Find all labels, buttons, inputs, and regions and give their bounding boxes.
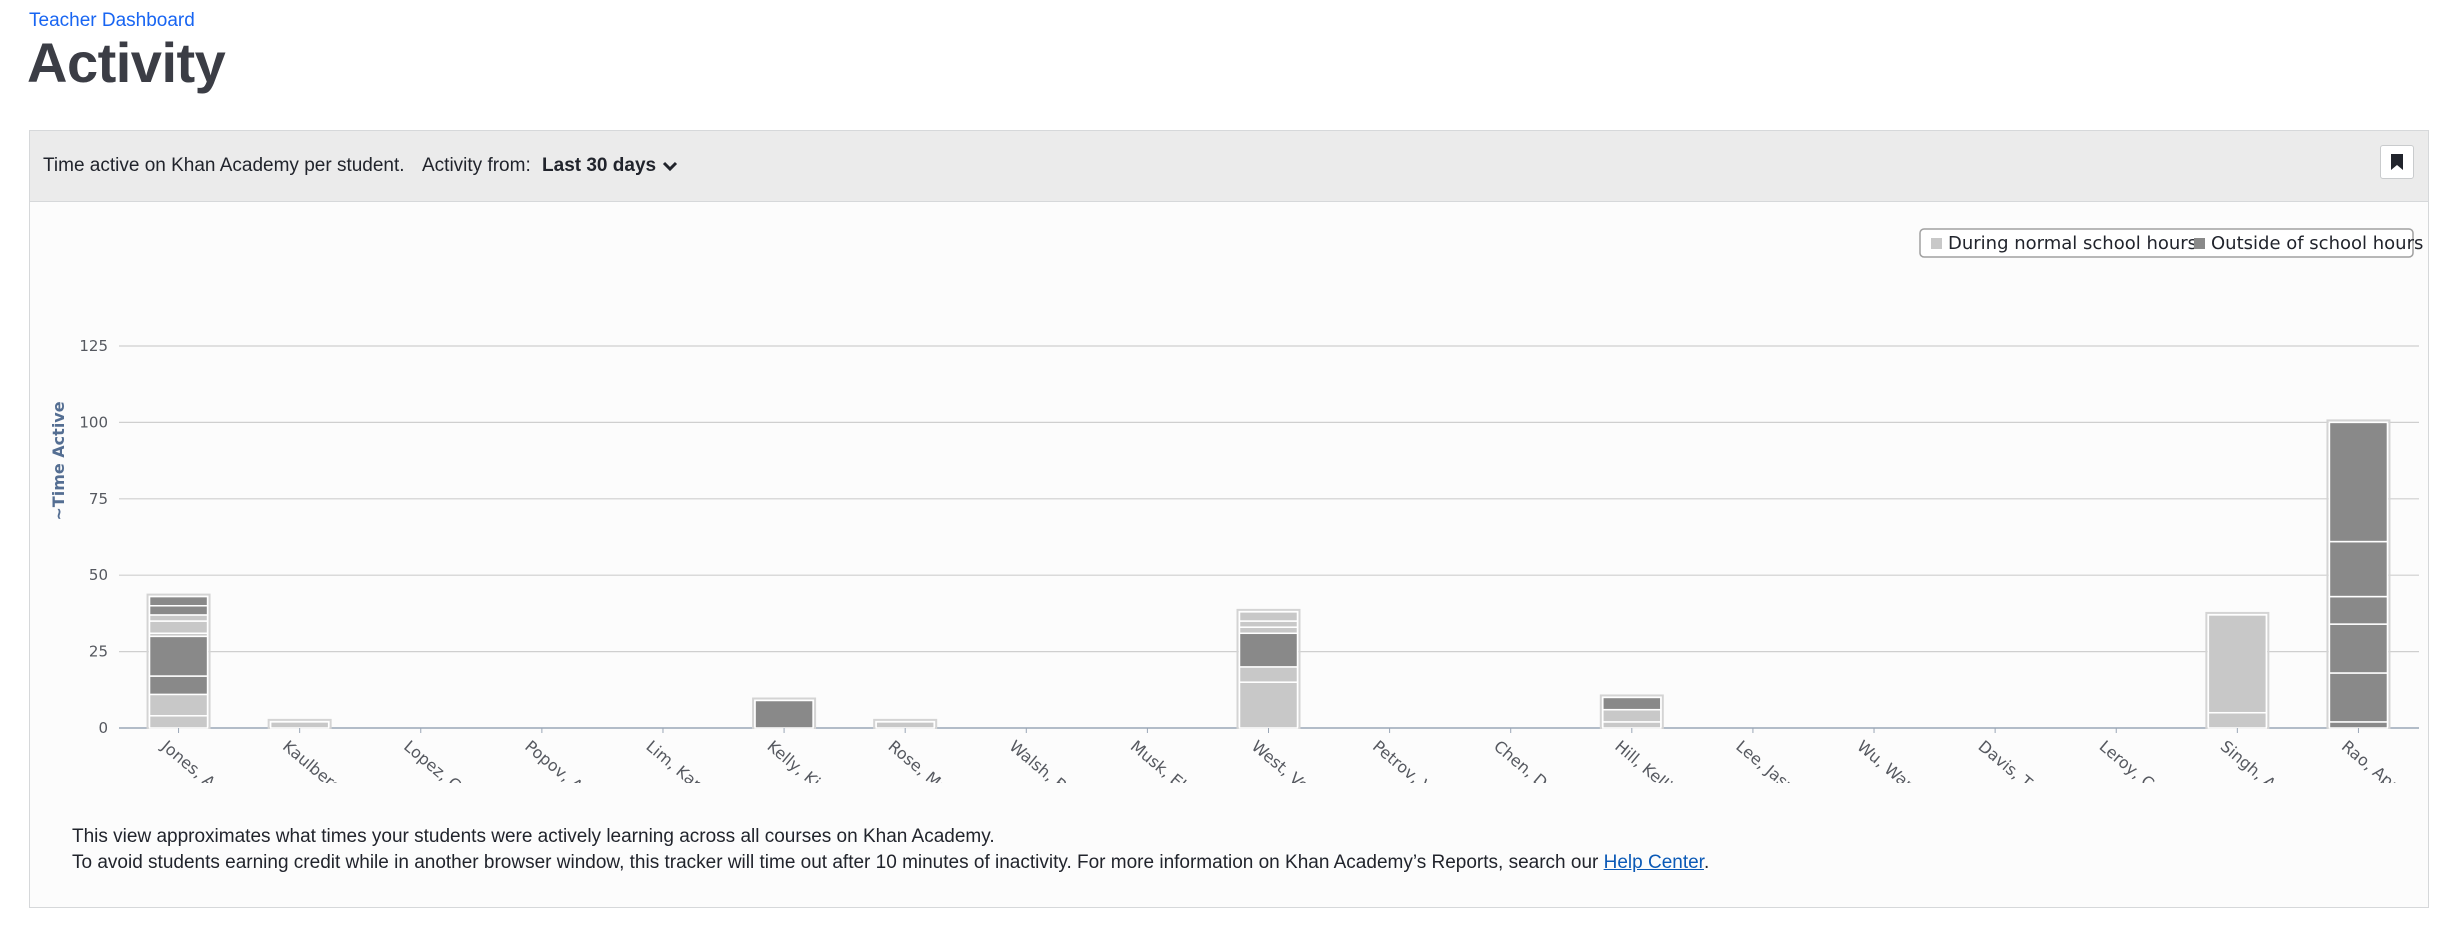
footer-line-2: To avoid students earning credit while i… [72,850,1709,876]
bar-segment [2328,721,2389,729]
y-tick-label: 50 [89,566,108,584]
bar-segment [2328,595,2389,625]
x-tick-label: Walsh, Blair [1006,737,1091,783]
bar-segment [1238,626,1299,635]
x-tick-label: Popov, Alexei [521,737,615,783]
y-axis-label: ~Time Active [49,401,68,520]
x-tick-label: Rao, Aparna [2338,737,2425,783]
legend-label-outside: Outside of school hours [2211,233,2423,254]
activity-range-value: Last 30 days [542,155,657,176]
bar-segment [875,721,935,729]
bar-segment [2328,672,2389,723]
x-tick-label: Davis, Torrance [1975,737,2081,783]
x-tick-label: Jones, Aaliyah [157,736,256,783]
activity-filter-label: Activity from: [422,155,531,176]
footer-line-2-end: . [1703,852,1710,873]
bookmark-icon [2391,154,2403,170]
x-tick-label: Lopez, Carlos Garc... [400,737,538,783]
y-tick-label: 75 [89,490,108,508]
bar-segment [1238,681,1299,729]
footer-notes: This view approximates what times your s… [72,824,1709,876]
x-tick-label: Leroy, Celine [2096,737,2188,783]
bar-segment [2328,623,2389,674]
chevron-down-icon [663,161,678,172]
activity-chart: 0 25 50 75 100 125 Jones, Aaliyah Kaulberg, An… [30,203,2428,857]
page-title: Activity [27,31,226,94]
footer-line-2-text: To avoid students earning credit while i… [72,852,1604,873]
bar-segment [1238,632,1299,668]
bar-segment [2207,711,2268,729]
bar-segment [148,675,209,696]
x-tick-label: Petrov, Vanya [1369,737,1465,783]
help-center-link[interactable]: Help Center [1603,852,1704,873]
bar-segment [2328,421,2389,543]
activity-panel: Time active on Khan Academy per student.… [29,130,2429,908]
bar-segment [148,595,209,607]
x-tick-label: Rose, Marjorie [885,737,984,783]
y-tick-label: 0 [98,719,108,737]
activity-filter: Activity from: Last 30 days [422,155,678,177]
y-tick-label: 125 [79,337,108,355]
bar-segment [2207,614,2268,714]
x-tick-label: Singh, Amit [2217,737,2300,783]
toolbar: Time active on Khan Academy per student.… [30,131,2428,202]
bar-segment [1602,721,1662,729]
activity-chart-svg: 0 25 50 75 100 125 Jones, Aaliyah Kaulberg, An… [49,228,2425,857]
bar-segment [148,614,209,622]
footer-line-1: This view approximates what times your s… [72,826,995,847]
chart-legend: During normal school hours Outside of sc… [1919,228,2423,258]
bar-segment [1602,696,1662,711]
bar-segment [1238,620,1299,628]
bar-segment [1602,708,1662,723]
bar-segment [754,699,814,729]
x-tick-label: West, Veronica [1248,737,1351,783]
y-tick-label: 100 [79,413,108,431]
x-tick-label: Wu, Wanda [1853,737,1934,783]
y-tick-label: 25 [89,643,108,661]
bar-segment [148,715,209,729]
bar-segment [1238,666,1299,683]
breadcrumb-teacher-dashboard[interactable]: Teacher Dashboard [29,10,195,31]
bar-segment [148,620,209,635]
x-tick-label: Lee, Jasmine [1732,737,1822,783]
bar-segment [148,605,209,616]
x-tick-label: Lim, Kareem [642,737,731,783]
x-tick-label: Hill, Kelli [1611,737,1676,783]
legend-swatch-outside [2194,238,2205,249]
legend-label-during: During normal school hours [1948,233,2197,254]
legend-swatch-during [1931,238,1942,249]
bar-segment [2328,540,2389,598]
x-tick-label: Kelly, Kiara [764,737,845,783]
x-tick-label: Kaulberg, Ankita [279,737,392,783]
x-tick-label: Chen, Duo [1490,737,1566,783]
activity-range-dropdown[interactable]: Last 30 days [542,155,678,177]
bar-segment [1238,611,1299,622]
bookmark-button[interactable] [2380,145,2414,179]
bar-segment [269,721,330,729]
x-tick-label: Musk, Elon [1127,737,1205,783]
bar-segment [148,693,209,717]
bar-segment [148,635,209,677]
toolbar-description: Time active on Khan Academy per student. [43,155,405,176]
